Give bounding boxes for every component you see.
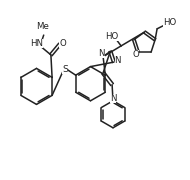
- Text: Me: Me: [36, 22, 49, 31]
- Text: N: N: [98, 49, 105, 58]
- Text: N: N: [110, 94, 116, 103]
- Text: HO: HO: [105, 32, 119, 41]
- Text: HN: HN: [30, 39, 43, 48]
- Text: S: S: [63, 65, 68, 74]
- Text: N: N: [115, 56, 121, 65]
- Text: HO: HO: [163, 18, 177, 27]
- Text: O: O: [59, 39, 66, 48]
- Text: O: O: [132, 50, 139, 59]
